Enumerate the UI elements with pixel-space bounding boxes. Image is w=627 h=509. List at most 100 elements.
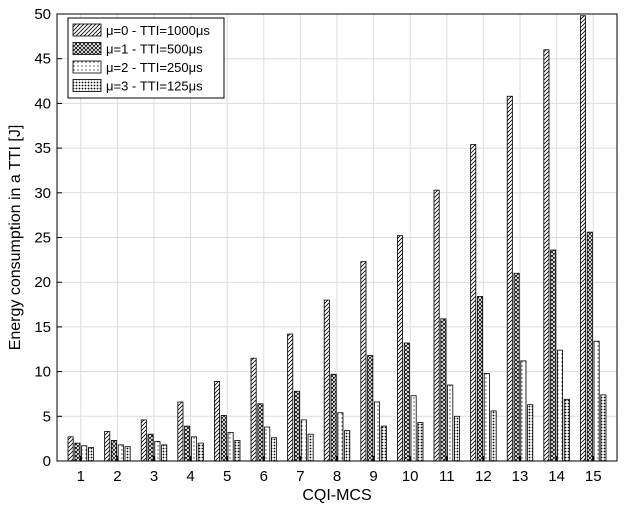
legend-swatch — [72, 42, 102, 55]
bar-dense-dots — [344, 430, 351, 462]
bar-dots — [81, 445, 88, 462]
bar-dots — [190, 436, 197, 462]
bar-dense-dots — [307, 433, 314, 462]
bar-dots — [374, 401, 381, 462]
bar-dots — [410, 395, 417, 462]
bar-diagonal — [287, 333, 294, 462]
x-tick-label: 9 — [369, 468, 377, 485]
y-tick-label: 5 — [43, 408, 51, 425]
bar-diagonal — [433, 189, 440, 462]
bar-diagonal — [250, 357, 257, 462]
x-axis-label: CQI-MCS — [302, 487, 371, 504]
bar-dense-dots — [380, 425, 387, 462]
x-tick-label: 3 — [150, 468, 158, 485]
bar-dense-dots — [454, 415, 461, 462]
bar-diagonal — [397, 235, 404, 462]
bar-crosshatch — [513, 272, 520, 462]
bar-crosshatch — [367, 355, 374, 462]
x-tick-label: 13 — [512, 468, 529, 485]
bar-diagonal — [104, 431, 111, 462]
bar-dense-dots — [234, 440, 241, 462]
bar-diagonal — [323, 299, 330, 462]
x-tick-label: 5 — [223, 468, 231, 485]
bar-dots — [483, 372, 490, 462]
bar-diagonal — [67, 436, 74, 462]
y-tick-label: 15 — [34, 319, 51, 336]
bar-dots — [227, 431, 234, 462]
bar-dots — [154, 440, 161, 462]
bar-dense-dots — [270, 437, 277, 462]
x-tick-label: 14 — [548, 468, 565, 485]
bar-dense-dots — [600, 394, 607, 462]
bar-diagonal — [543, 49, 550, 462]
y-tick-label: 45 — [34, 51, 51, 68]
bar-dots — [264, 426, 271, 462]
y-tick-label: 30 — [34, 185, 51, 202]
bar-dots — [520, 360, 527, 462]
legend: μ=0 - TTI=1000μs μ=1 - TTI=500μs μ=2 - TTI… — [67, 17, 225, 99]
x-tick-label: 12 — [475, 468, 492, 485]
bar-diagonal — [580, 15, 587, 462]
bar-crosshatch — [220, 415, 227, 462]
y-axis-label: Energy consumption in a TTI [J] — [7, 125, 24, 351]
x-ticks: 1 2 3 4 5 6 7 8 9 10 11 12 13 14 15 — [77, 456, 602, 485]
bar-dense-dots — [563, 398, 570, 462]
x-tick-label: 10 — [402, 468, 419, 485]
x-tick-label: 2 — [113, 468, 121, 485]
bar-crosshatch — [477, 296, 484, 462]
legend-swatch — [72, 60, 102, 74]
bar-crosshatch — [147, 433, 154, 462]
bar-crosshatch — [550, 249, 557, 462]
bar-crosshatch — [257, 403, 264, 462]
bar-dense-dots — [124, 446, 131, 462]
legend-swatch — [72, 79, 102, 92]
bar-dense-dots — [527, 404, 534, 462]
bar-dots — [447, 384, 454, 462]
bar-diagonal — [213, 381, 220, 462]
bar-diagonal — [506, 95, 513, 462]
x-tick-label: 11 — [439, 468, 455, 485]
bar-dense-dots — [87, 447, 94, 462]
bar-dots — [117, 444, 124, 462]
bar-crosshatch — [330, 373, 337, 462]
legend-entry: μ=3 - TTI=125μs — [106, 79, 203, 94]
x-tick-label: 8 — [333, 468, 341, 485]
y-tick-label: 35 — [34, 140, 51, 157]
y-tick-label: 20 — [34, 274, 51, 291]
bar-crosshatch — [110, 440, 117, 462]
bar-diagonal — [140, 419, 147, 462]
bar-crosshatch — [184, 425, 191, 462]
y-tick-label: 40 — [34, 95, 51, 112]
bar-crosshatch — [440, 318, 447, 462]
y-tick-label: 25 — [34, 230, 51, 247]
bar-dots — [593, 340, 600, 462]
x-tick-label: 15 — [585, 468, 602, 485]
x-tick-label: 4 — [186, 468, 194, 485]
y-tick-label: 50 — [34, 6, 51, 23]
bar-crosshatch — [403, 342, 410, 462]
bar-dots — [337, 412, 344, 462]
y-tick-label: 0 — [43, 453, 51, 470]
x-tick-label: 6 — [260, 468, 268, 485]
bar-crosshatch — [293, 390, 300, 462]
legend-entry: μ=1 - TTI=500μs — [106, 42, 203, 57]
bar-dots — [557, 349, 564, 462]
bar-diagonal — [360, 261, 367, 462]
legend-entry: μ=0 - TTI=1000μs — [106, 23, 210, 38]
bar-dense-dots — [161, 444, 168, 462]
bar-diagonal — [177, 401, 184, 462]
bar-crosshatch — [74, 442, 81, 462]
x-tick-label: 1 — [77, 468, 85, 485]
bar-dense-dots — [417, 422, 424, 462]
bar-diagonal — [470, 144, 477, 462]
bar-dots — [300, 419, 307, 462]
bar-dense-dots — [490, 410, 497, 462]
legend-swatch — [72, 23, 102, 37]
bars-group — [67, 15, 607, 462]
x-tick-label: 7 — [296, 468, 304, 485]
y-tick-label: 10 — [34, 364, 51, 381]
legend-entry: μ=2 - TTI=250μs — [106, 60, 203, 75]
bar-dense-dots — [197, 442, 204, 462]
bar-crosshatch — [586, 231, 593, 462]
